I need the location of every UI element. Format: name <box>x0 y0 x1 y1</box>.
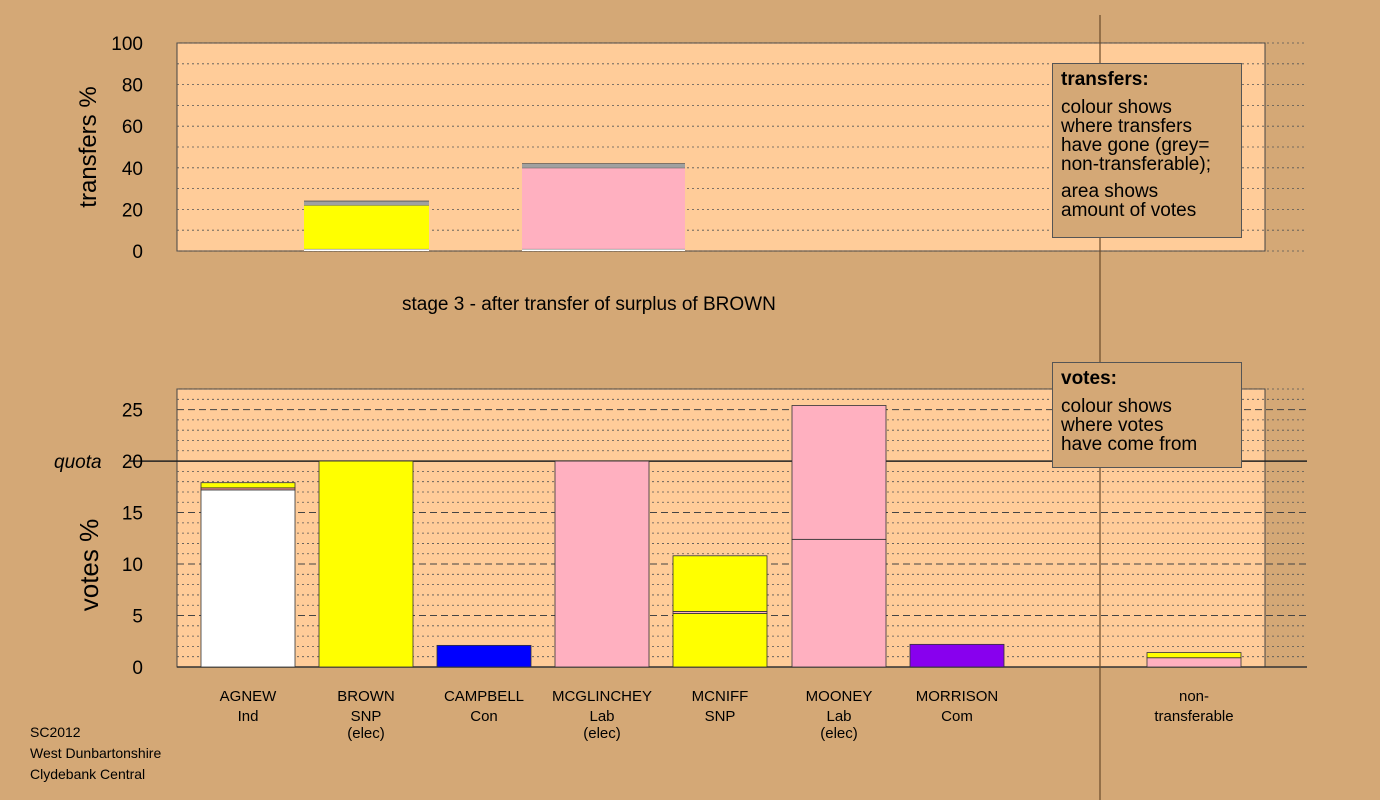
transfer-bar-segment <box>304 201 429 206</box>
votes-legend-line: have come from <box>1061 434 1198 455</box>
transfers-y-tick-label: 80 <box>122 76 143 97</box>
vote-bar-segment <box>200 482 296 489</box>
candidate-name-label: MCGLINCHEY <box>552 688 652 705</box>
votes-y-tick-label: 20 <box>122 452 143 473</box>
vote-bar-segment <box>672 613 768 668</box>
vote-bar-segment <box>554 460 650 668</box>
candidate-status-label: (elec) <box>583 725 621 742</box>
votes-legend-line: colour shows <box>1061 396 1172 417</box>
votes-y-tick-label: 0 <box>132 658 143 679</box>
votes-y-tick-label: 25 <box>122 401 143 422</box>
candidate-party-label: Ind <box>238 708 259 725</box>
transfers-legend-title: transfers: <box>1061 69 1149 90</box>
candidate-name-label: MCNIFF <box>692 688 749 705</box>
votes-y-tick-label: 5 <box>132 607 143 628</box>
vote-bar-segment <box>909 643 1005 668</box>
transfer-bar-segment <box>522 167 685 249</box>
candidate-party-label: SNP <box>351 708 382 725</box>
transfers-legend: transfers: colour shows where transfers … <box>1052 63 1242 238</box>
transfer-bar-segment <box>522 163 685 168</box>
transfers-legend-line: colour shows <box>1061 97 1172 118</box>
quota-label: quota <box>54 452 102 473</box>
vote-bar-segment <box>672 555 768 612</box>
transfers-y-tick-label: 20 <box>122 200 143 221</box>
candidate-party-label: Lab <box>826 708 851 725</box>
candidate-name-label: AGNEW <box>220 688 278 705</box>
transfers-y-axis-label: transfers % <box>75 86 102 207</box>
vote-bar-segment <box>1146 657 1242 668</box>
votes-legend-title: votes: <box>1061 368 1117 389</box>
footer-line: SC2012 <box>30 724 81 740</box>
transfers-y-tick-label: 60 <box>122 117 143 138</box>
transfers-legend-line: amount of votes <box>1061 200 1197 221</box>
candidate-name-label: BROWN <box>337 688 395 705</box>
candidate-party-label: Lab <box>589 708 614 725</box>
footer: SC2012 West Dunbartonshire Clydebank Cen… <box>30 722 161 785</box>
vote-bar-segment <box>200 489 296 668</box>
footer-line: West Dunbartonshire <box>30 745 162 761</box>
candidate-name-label: MORRISON <box>916 688 999 705</box>
transfers-y-tick-label: 0 <box>132 242 143 263</box>
vote-bar-segment <box>791 405 887 540</box>
transfer-bar-segment <box>522 248 685 251</box>
votes-legend-line: where votes <box>1061 415 1164 436</box>
vote-bar-segment <box>1146 652 1242 659</box>
transfers-legend-line: area shows <box>1061 181 1159 202</box>
vote-bar-segment <box>436 644 532 668</box>
candidate-name-label: CAMPBELL <box>444 688 524 705</box>
votes-legend: votes: colour shows where votes have com… <box>1052 362 1242 468</box>
transfers-legend-line: non-transferable); <box>1061 154 1211 175</box>
candidate-party-label: Com <box>941 708 973 725</box>
footer-line: Clydebank Central <box>30 766 146 782</box>
candidate-party-label: Con <box>470 708 498 725</box>
transfers-legend-line: have gone (grey= <box>1061 135 1210 156</box>
candidate-name-label: non- <box>1179 688 1209 705</box>
transfer-bar-segment <box>304 248 429 251</box>
transfers-y-tick-label: 40 <box>122 159 143 180</box>
stage-subtitle: stage 3 - after transfer of surplus of B… <box>402 294 776 315</box>
candidate-status-label: (elec) <box>820 725 858 742</box>
candidate-party-label: SNP <box>705 708 736 725</box>
candidate-party-label: transferable <box>1154 708 1233 725</box>
candidate-status-label: (elec) <box>347 725 385 742</box>
votes-y-tick-label: 15 <box>122 504 143 525</box>
transfer-bar-segment <box>304 205 429 249</box>
votes-y-axis-label: votes % <box>74 519 104 612</box>
votes-y-tick-label: 10 <box>122 555 143 576</box>
candidate-name-label: MOONEY <box>806 688 873 705</box>
transfers-y-tick-label: 100 <box>111 34 143 55</box>
transfers-legend-line: where transfers <box>1061 116 1192 137</box>
vote-bar-segment <box>791 538 887 668</box>
vote-bar-segment <box>318 460 414 668</box>
